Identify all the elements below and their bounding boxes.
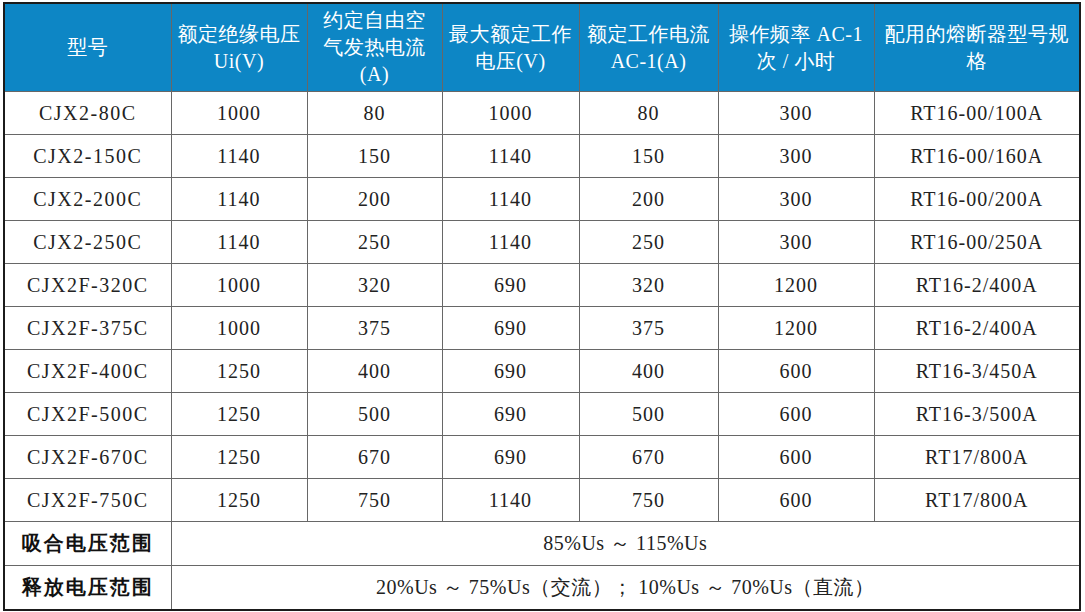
- cell: 80: [579, 92, 718, 135]
- cell: 1200: [718, 264, 874, 307]
- cell: 400: [307, 350, 442, 393]
- table-row: CJX2F-400C 1250 400 690 400 600 RT16-3/4…: [4, 350, 1080, 393]
- table-row: CJX2-150C 1140 150 1140 150 300 RT16-00/…: [4, 135, 1080, 178]
- cell: 150: [579, 135, 718, 178]
- model-cell: CJX2F-750C: [4, 479, 171, 522]
- table-row: CJX2F-670C 1250 670 690 670 600 RT17/800…: [4, 436, 1080, 479]
- page: 型号 额定绝缘电压 Ui(V) 约定自由空气发热电流(A) 最大额定工作电压(V…: [0, 0, 1085, 612]
- table-row: CJX2-200C 1140 200 1140 200 300 RT16-00/…: [4, 178, 1080, 221]
- fuse-cell: RT16-3/450A: [874, 350, 1080, 393]
- table-row: CJX2F-375C 1000 375 690 375 1200 RT16-2/…: [4, 307, 1080, 350]
- table-row: CJX2F-500C 1250 500 690 500 600 RT16-3/5…: [4, 393, 1080, 436]
- fuse-cell: RT16-00/160A: [874, 135, 1080, 178]
- model-cell: CJX2-200C: [4, 178, 171, 221]
- table-row: CJX2F-320C 1000 320 690 320 1200 RT16-2/…: [4, 264, 1080, 307]
- cell: 320: [307, 264, 442, 307]
- cell: 1250: [171, 436, 307, 479]
- cell: 1140: [442, 178, 579, 221]
- model-cell: CJX2F-670C: [4, 436, 171, 479]
- cell: 80: [307, 92, 442, 135]
- cell: 690: [442, 307, 579, 350]
- cell: 1250: [171, 350, 307, 393]
- col-header-matched-fuse-spec: 配用的熔断器型号规格: [874, 3, 1080, 92]
- cell: 500: [579, 393, 718, 436]
- cell: 300: [718, 178, 874, 221]
- cell: 690: [442, 264, 579, 307]
- cell: 500: [307, 393, 442, 436]
- model-cell: CJX2-80C: [4, 92, 171, 135]
- row-label-pickup-voltage-range: 吸合电压范围: [4, 522, 171, 566]
- cell: 1140: [171, 178, 307, 221]
- release-voltage-range-value: 20%Us ～ 75%Us（交流）； 10%Us ～ 70%Us（直流）: [171, 566, 1080, 610]
- cell: 1250: [171, 393, 307, 436]
- cell: 1000: [171, 264, 307, 307]
- fuse-cell: RT16-2/400A: [874, 307, 1080, 350]
- cell: 1140: [171, 221, 307, 264]
- cell: 600: [718, 479, 874, 522]
- cell: 690: [442, 350, 579, 393]
- cell: 1000: [171, 307, 307, 350]
- cell: 1140: [442, 479, 579, 522]
- cell: 1000: [442, 92, 579, 135]
- cell: 250: [307, 221, 442, 264]
- fuse-cell: RT16-3/500A: [874, 393, 1080, 436]
- cell: 1140: [442, 221, 579, 264]
- model-cell: CJX2-150C: [4, 135, 171, 178]
- fuse-cell: RT16-00/100A: [874, 92, 1080, 135]
- col-header-operation-frequency: 操作频率 AC-1 次 / 小时: [718, 3, 874, 92]
- row-label-release-voltage-range: 释放电压范围: [4, 566, 171, 610]
- cell: 670: [579, 436, 718, 479]
- cell: 300: [718, 135, 874, 178]
- cell: 750: [579, 479, 718, 522]
- cell: 200: [579, 178, 718, 221]
- cell: 375: [579, 307, 718, 350]
- col-header-conventional-free-air-thermal-current: 约定自由空气发热电流(A): [307, 3, 442, 92]
- pickup-voltage-range-value: 85%Us ～ 115%Us: [171, 522, 1080, 566]
- table-row: CJX2-250C 1140 250 1140 250 300 RT16-00/…: [4, 221, 1080, 264]
- cell: 300: [718, 221, 874, 264]
- cell: 670: [307, 436, 442, 479]
- model-cell: CJX2F-500C: [4, 393, 171, 436]
- cell: 600: [718, 350, 874, 393]
- fuse-cell: RT17/800A: [874, 436, 1080, 479]
- fuse-cell: RT16-00/200A: [874, 178, 1080, 221]
- cell: 375: [307, 307, 442, 350]
- header-row: 型号 额定绝缘电压 Ui(V) 约定自由空气发热电流(A) 最大额定工作电压(V…: [4, 3, 1080, 92]
- cell: 320: [579, 264, 718, 307]
- pickup-voltage-row: 吸合电压范围 85%Us ～ 115%Us: [4, 522, 1080, 566]
- col-header-model: 型号: [4, 3, 171, 92]
- cell: 250: [579, 221, 718, 264]
- cell: 1140: [171, 135, 307, 178]
- fuse-cell: RT16-00/250A: [874, 221, 1080, 264]
- col-header-rated-insulation-voltage: 额定绝缘电压 Ui(V): [171, 3, 307, 92]
- fuse-cell: RT16-2/400A: [874, 264, 1080, 307]
- release-voltage-row: 释放电压范围 20%Us ～ 75%Us（交流）； 10%Us ～ 70%Us（…: [4, 566, 1080, 610]
- col-header-rated-working-current-ac1: 额定工作电流 AC-1(A): [579, 3, 718, 92]
- cell: 690: [442, 436, 579, 479]
- cell: 600: [718, 393, 874, 436]
- cell: 1000: [171, 92, 307, 135]
- contactor-spec-table: 型号 额定绝缘电压 Ui(V) 约定自由空气发热电流(A) 最大额定工作电压(V…: [3, 2, 1081, 611]
- table-row: CJX2-80C 1000 80 1000 80 300 RT16-00/100…: [4, 92, 1080, 135]
- col-header-max-rated-working-voltage: 最大额定工作电压(V): [442, 3, 579, 92]
- cell: 1250: [171, 479, 307, 522]
- model-cell: CJX2-250C: [4, 221, 171, 264]
- cell: 600: [718, 436, 874, 479]
- fuse-cell: RT17/800A: [874, 479, 1080, 522]
- cell: 690: [442, 393, 579, 436]
- cell: 200: [307, 178, 442, 221]
- cell: 150: [307, 135, 442, 178]
- cell: 400: [579, 350, 718, 393]
- cell: 1140: [442, 135, 579, 178]
- table-row: CJX2F-750C 1250 750 1140 750 600 RT17/80…: [4, 479, 1080, 522]
- model-cell: CJX2F-320C: [4, 264, 171, 307]
- cell: 750: [307, 479, 442, 522]
- model-cell: CJX2F-400C: [4, 350, 171, 393]
- cell: 1200: [718, 307, 874, 350]
- model-cell: CJX2F-375C: [4, 307, 171, 350]
- cell: 300: [718, 92, 874, 135]
